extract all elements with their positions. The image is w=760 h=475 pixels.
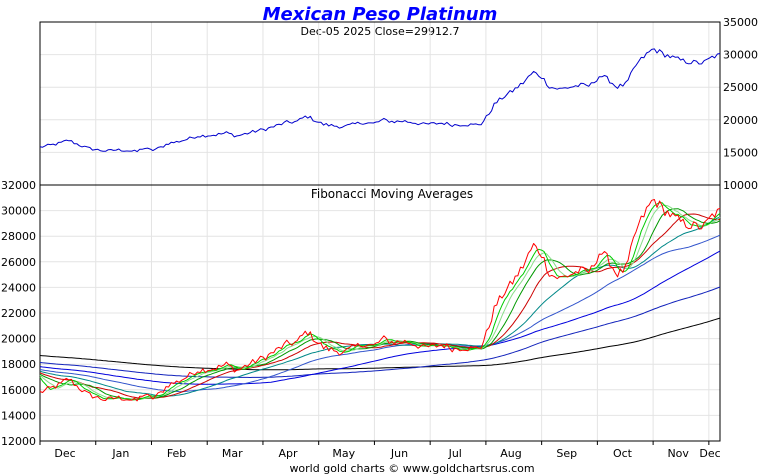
lower-y-tick-label: 32000 — [1, 179, 36, 192]
upper-y-axis: 10000 15000 20000 25000 30000 35000 — [723, 16, 758, 192]
ma-line-55 — [39, 234, 721, 393]
lower-y-tick-label: 12000 — [1, 435, 36, 448]
lower-y-tick-label: 26000 — [1, 256, 36, 269]
lower-series — [39, 199, 721, 402]
ma-line-34 — [39, 216, 721, 397]
chart-title: Mexican Peso Platinum — [263, 4, 498, 25]
ma-line-144 — [39, 286, 721, 378]
ma-line-233 — [39, 317, 721, 371]
upper-price-line — [39, 48, 721, 153]
x-tick-label: Apr — [279, 447, 299, 460]
upper-y-tick-label: 10000 — [723, 179, 758, 192]
upper-panel: 10000 15000 20000 25000 30000 35000 — [39, 16, 758, 192]
upper-frame — [39, 21, 721, 186]
footer-credit: world gold charts © www.goldchartsrus.co… — [289, 462, 534, 475]
lower-y-tick-label: 30000 — [1, 205, 36, 218]
ma-line-8 — [39, 204, 721, 400]
x-tick-label: Jul — [448, 447, 462, 460]
x-tick-label: May — [332, 447, 355, 460]
lower-y-tick-label: 22000 — [1, 307, 36, 320]
upper-y-tick-label: 15000 — [723, 146, 758, 159]
close-line — [39, 199, 721, 402]
lower-y-tick-label: 28000 — [1, 230, 36, 243]
x-tick-label: Mar — [222, 447, 243, 460]
ma-line-5 — [39, 202, 721, 401]
upper-y-tick-label: 30000 — [723, 49, 758, 62]
lower-y-tick-label: 20000 — [1, 333, 36, 346]
lower-grid — [40, 184, 720, 442]
lower-y-tick-label: 14000 — [1, 409, 36, 422]
lower-frame — [39, 184, 721, 442]
x-axis: Dec Jan Feb Mar Apr May Jun Jul Aug Sep Oct Nov Dec — [39, 441, 721, 460]
lower-panel-title: Fibonacci Moving Averages — [311, 187, 473, 201]
lower-y-tick-label: 16000 — [1, 384, 36, 397]
lower-panel: Fibonacci Moving Averages 12000 14000 1600… — [1, 179, 721, 448]
x-tick-label: Jun — [390, 447, 408, 460]
x-tick-label: Feb — [167, 447, 186, 460]
lower-y-axis: 12000 14000 16000 18000 20000 22000 24000 26000… — [1, 179, 36, 448]
x-tick-label: Dec — [54, 447, 75, 460]
x-tick-label: Jan — [111, 447, 129, 460]
upper-y-tick-label: 25000 — [723, 81, 758, 94]
ma-line-89 — [39, 250, 721, 385]
chart-subtitle: Dec-05 2025 Close=29912.7 — [301, 25, 460, 38]
upper-series — [39, 48, 721, 153]
x-tick-label: Oct — [613, 447, 633, 460]
x-tick-label: Aug — [500, 447, 521, 460]
lower-y-tick-label: 24000 — [1, 281, 36, 294]
upper-y-tick-label: 20000 — [723, 114, 758, 127]
x-tick-label: Nov — [667, 447, 689, 460]
lower-y-tick-label: 18000 — [1, 358, 36, 371]
x-tick-label: Sep — [556, 447, 577, 460]
x-tick-label: Dec — [699, 447, 720, 460]
upper-y-tick-label: 35000 — [723, 16, 758, 29]
upper-grid — [40, 21, 720, 186]
